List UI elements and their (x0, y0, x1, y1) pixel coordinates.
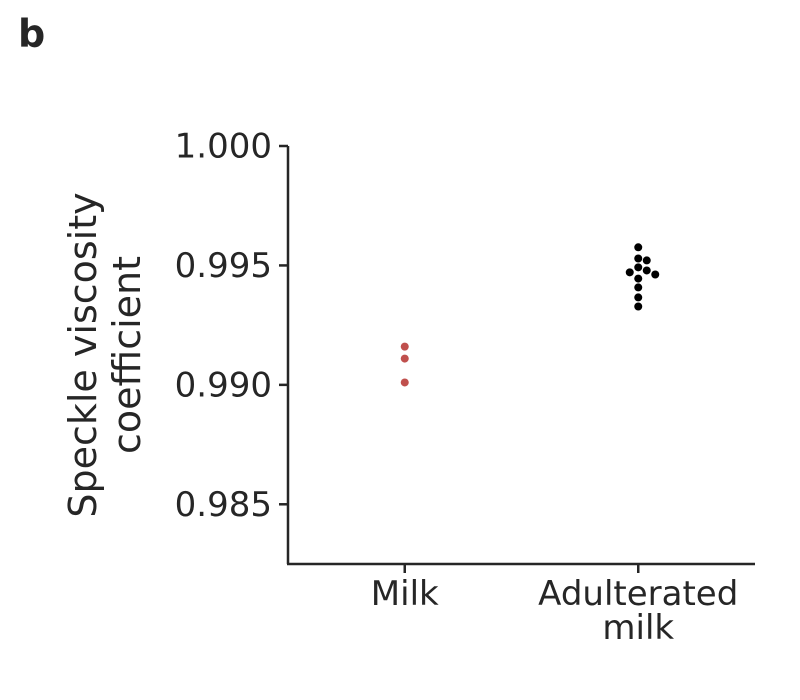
y-tick-label: 0.985 (175, 485, 272, 525)
x-tick-label: Adulterated milk (538, 574, 739, 648)
data-point (634, 263, 643, 272)
x-tick-label: Milk (370, 574, 439, 614)
y-tick-label: 0.990 (175, 365, 272, 405)
y-tick-label: 1.000 (175, 127, 272, 167)
y-tick-label: 0.995 (175, 246, 272, 286)
data-point (651, 270, 660, 279)
data-point (634, 274, 643, 283)
data-point (634, 293, 643, 302)
data-point (634, 243, 643, 252)
data-point (634, 283, 643, 292)
data-point (625, 268, 634, 277)
y-axis-label: Speckle viscosity coefficient (61, 192, 149, 518)
panel-label: b (18, 12, 45, 56)
data-point (400, 378, 409, 387)
data-point (634, 254, 643, 263)
data-point (400, 354, 409, 363)
data-point (642, 266, 651, 275)
data-point (400, 342, 409, 351)
data-point (634, 302, 643, 311)
data-point (642, 256, 651, 265)
